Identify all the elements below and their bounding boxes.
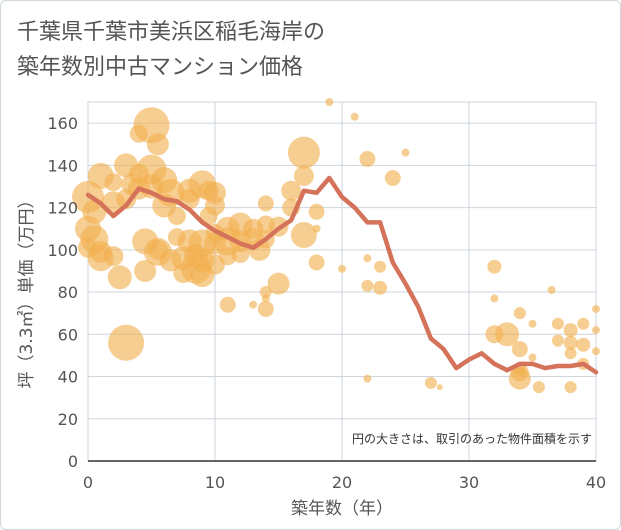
y-tick-label: 100 xyxy=(47,241,78,260)
bubble-point xyxy=(231,245,250,264)
bubble-point xyxy=(373,280,388,295)
bubble-point xyxy=(256,215,275,234)
x-tick-label: 20 xyxy=(332,473,352,492)
bubble-point xyxy=(249,300,258,309)
y-tick-label: 40 xyxy=(58,368,78,387)
chart-title: 千葉県千葉市美浜区稲毛海岸の 築年数別中古マンション価格 xyxy=(17,20,326,80)
bubble-point xyxy=(167,228,186,247)
bubble-point xyxy=(147,239,168,260)
bubble-point xyxy=(528,319,537,328)
bubble-point xyxy=(363,254,372,263)
bubble-point xyxy=(78,237,98,258)
bubble-point xyxy=(281,180,302,201)
bubble-point xyxy=(564,381,577,394)
bubble-point xyxy=(384,170,401,187)
bubble-point xyxy=(436,384,443,391)
bubble-point xyxy=(487,259,502,274)
bubble-point xyxy=(308,203,325,220)
bubble-point xyxy=(293,165,314,186)
bubble-point xyxy=(528,353,537,362)
axis-layer: 0 10 20 30 40 0 20 40 60 80 100 120 140 160 xyxy=(47,114,606,492)
bubble-point xyxy=(259,286,272,299)
bubble-point xyxy=(532,381,545,394)
bubble-point xyxy=(490,294,499,303)
bubble-point xyxy=(103,246,124,267)
bubble-point xyxy=(564,347,577,360)
y-axis-label: 坪（3.3㎡）単価（万円） xyxy=(17,191,37,388)
bubble-point xyxy=(592,304,600,313)
bubble-point xyxy=(167,207,186,226)
bubble-point xyxy=(267,272,290,295)
bubble-point xyxy=(173,263,194,284)
bubble-point xyxy=(424,376,437,389)
bubble-point xyxy=(485,325,504,344)
grid-layer xyxy=(87,101,597,462)
bubble-point xyxy=(576,337,591,352)
x-tick-label: 0 xyxy=(83,473,93,492)
bubble-point xyxy=(104,173,123,192)
bubble-point xyxy=(116,189,137,210)
y-tick-label: 20 xyxy=(58,410,78,429)
x-axis-label: 築年数（年） xyxy=(291,499,393,519)
trend-line-layer xyxy=(85,175,599,375)
bubble-point xyxy=(551,317,564,330)
bubble-point xyxy=(134,259,157,282)
bubble-point xyxy=(551,334,564,347)
bubble-point xyxy=(359,151,376,168)
bubble-point xyxy=(513,307,526,320)
bubble-point xyxy=(312,224,321,233)
bubble-point xyxy=(363,374,372,383)
bubble-point xyxy=(563,323,578,338)
bubble-point xyxy=(108,324,145,361)
average-price-line xyxy=(85,175,599,375)
bubble-point xyxy=(401,148,410,157)
bubble-point xyxy=(257,195,274,212)
bubble-point xyxy=(146,133,169,156)
bubble-point xyxy=(257,300,274,317)
bubble-point xyxy=(547,285,556,294)
bubble-point xyxy=(374,260,387,273)
y-tick-label: 140 xyxy=(47,156,78,175)
bubble-point xyxy=(338,264,346,273)
bubble-point xyxy=(308,254,325,271)
x-tick-label: 40 xyxy=(586,473,606,492)
y-tick-label: 60 xyxy=(58,325,78,344)
bubble-point xyxy=(128,163,149,184)
x-tick-label: 30 xyxy=(459,473,479,492)
bubble-point xyxy=(563,335,578,350)
bubble-point xyxy=(287,136,320,169)
bubble-point xyxy=(261,294,270,303)
bubble-point xyxy=(577,317,590,330)
bubble-point xyxy=(129,124,148,143)
bubble-point xyxy=(290,222,317,249)
y-tick-label: 80 xyxy=(58,283,78,302)
bubble-point xyxy=(219,296,236,313)
y-tick-label: 160 xyxy=(47,114,78,133)
bubble-point xyxy=(325,98,334,106)
bubble-point xyxy=(350,112,359,121)
bubble-layer xyxy=(72,98,600,394)
x-tick-label: 10 xyxy=(205,473,225,492)
bubble-point xyxy=(592,347,600,356)
bubble-size-note: 円の大きさは、取引のあった物件面積を示す xyxy=(352,431,592,446)
bubble-point xyxy=(361,279,374,292)
bubble-point xyxy=(107,265,132,290)
y-tick-label: 0 xyxy=(68,452,78,471)
bubble-point xyxy=(511,341,528,358)
y-tick-label: 120 xyxy=(47,199,78,218)
bubble-point xyxy=(592,326,600,335)
bubble-point xyxy=(199,207,218,226)
